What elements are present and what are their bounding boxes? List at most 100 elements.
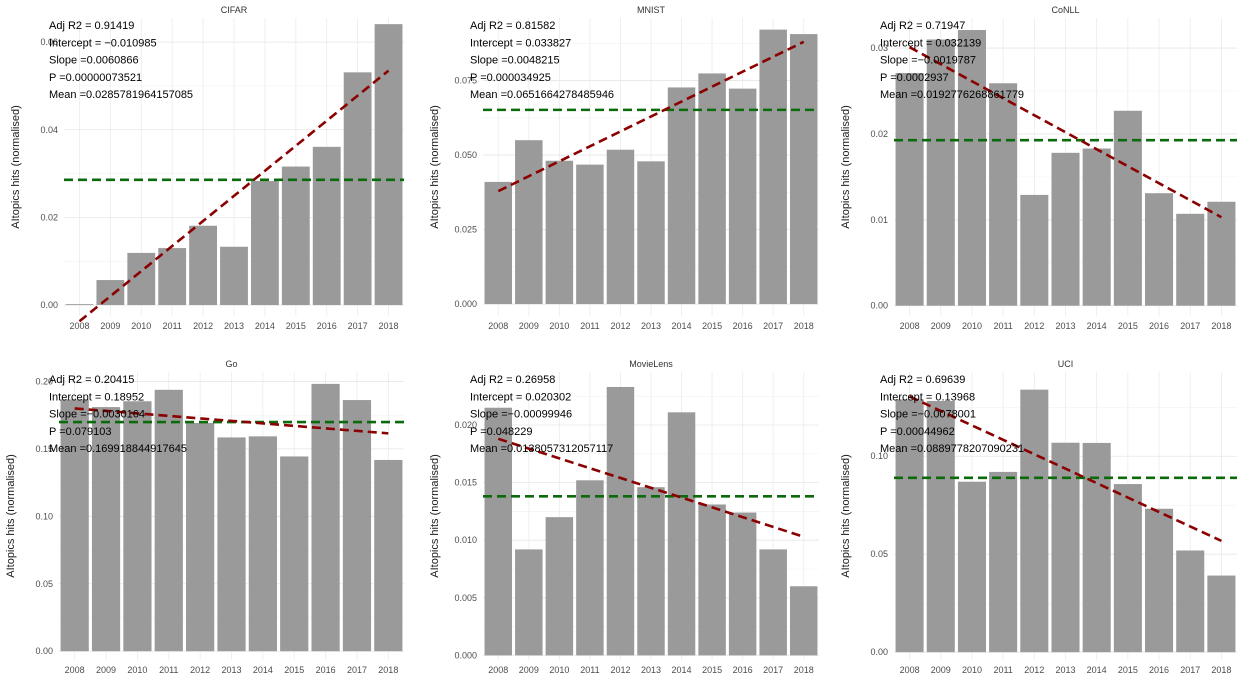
x-tick-label: 2011 [159, 665, 178, 675]
x-tick-label: 2014 [672, 665, 692, 675]
bar-2008 [895, 72, 924, 306]
stats-line: P =0.079103 [49, 426, 112, 438]
stats-line: Mean =0.169918844917645 [49, 443, 187, 455]
x-tick-label: 2008 [900, 665, 920, 675]
x-tick-label: 2018 [794, 665, 814, 675]
x-tick-label: 2012 [1024, 321, 1044, 331]
x-tick-label: 2008 [488, 321, 508, 331]
x-tick-label: 2010 [962, 665, 982, 675]
x-tick-label: 2011 [580, 665, 599, 675]
stats-line: P =0.00044962 [880, 426, 955, 438]
x-tick-label: 2014 [1087, 665, 1107, 675]
y-axis-label: AItopics hits (normalised) [429, 454, 441, 578]
x-tick-label: 2010 [131, 321, 151, 331]
x-tick-label: 2013 [641, 321, 661, 331]
bar-2012 [606, 149, 635, 305]
x-tick-label: 2010 [549, 321, 569, 331]
panel-title: CoNLL [1051, 5, 1079, 15]
bar-2011 [989, 471, 1018, 653]
bar-2015 [698, 504, 726, 656]
y-tick-label: 0.04 [40, 125, 58, 135]
stats-line: Intercept = 0.033827 [470, 37, 571, 49]
y-tick-label: 0.000 [454, 650, 477, 660]
bar-2017 [343, 72, 372, 306]
stats-line: Adj R2 = 0.69639 [880, 374, 965, 386]
bar-2018 [789, 34, 818, 305]
bar-2014 [1082, 148, 1111, 306]
bar-2016 [728, 88, 757, 305]
bar-2012 [189, 225, 217, 306]
y-tick-label: 0.015 [454, 478, 477, 488]
bar-2017 [1176, 550, 1205, 653]
bar-2013 [220, 246, 248, 306]
stats-line: Slope =0.0060866 [49, 55, 139, 67]
y-tick-label: 0.02 [870, 129, 888, 139]
x-tick-label: 2014 [672, 321, 692, 331]
trend-line [908, 46, 1223, 219]
y-tick-label: 0.00 [40, 300, 58, 310]
x-tick-label: 2018 [379, 321, 399, 331]
bar-2015 [698, 73, 726, 305]
x-tick-label: 2009 [100, 321, 120, 331]
x-tick-label: 2013 [1055, 665, 1075, 675]
y-tick-label: 0.005 [454, 593, 477, 603]
bar-2016 [728, 512, 757, 656]
x-tick-label: 2008 [65, 665, 85, 675]
x-tick-label: 2012 [190, 665, 210, 675]
x-tick-label: 2014 [1087, 321, 1107, 331]
x-tick-label: 2009 [519, 665, 539, 675]
x-tick-label: 2015 [286, 321, 306, 331]
bar-2018 [1207, 201, 1236, 306]
bar-2009 [91, 407, 121, 652]
panel-conll: CoNLL 0.00 0.01 0.02 0.03 2008 2009 2010 2011 201… [840, 5, 1237, 331]
bar-2016 [1145, 508, 1174, 653]
panel-mnist: MNIST 0.000 0.025 0.050 0.075 2008 2009 2010 201… [429, 5, 819, 331]
panel-movielens: MovieLens 0.000 0.005 0.010 0.015 0.020 2008 20… [429, 359, 819, 675]
x-tick-label: 2015 [1118, 321, 1138, 331]
bar-2010 [545, 160, 574, 305]
y-tick-label: 0.01 [870, 215, 888, 225]
bar-2018 [1207, 575, 1236, 653]
panel-uci: UCI 0.00 0.05 0.10 2008 2009 2010 2011 2012 2013 2… [840, 359, 1237, 675]
bar-2017 [759, 29, 787, 305]
stats-line: Mean =0.0285781964157085 [49, 89, 193, 101]
x-tick-label: 2016 [733, 321, 753, 331]
x-tick-label: 2009 [96, 665, 116, 675]
stats-line: Adj R2 = 0.81582 [470, 20, 555, 32]
bar-2014 [667, 412, 696, 656]
x-tick-label: 2017 [1180, 321, 1200, 331]
stats-line: P =0.00000073521 [49, 72, 142, 84]
y-tick-label: 0.00 [870, 301, 888, 311]
x-tick-label: 2015 [284, 665, 304, 675]
y-tick-label: 0.075 [454, 76, 477, 86]
bar-2018 [789, 586, 818, 656]
stats-line: P =0.0002937 [880, 72, 949, 84]
stats-line: Intercept = −0.010985 [49, 37, 157, 49]
stats-line: Mean =0.0192776268861779 [880, 89, 1024, 101]
bar-2011 [154, 389, 183, 652]
panel-cifar: CIFAR 0.00 0.02 0.04 0.06 2008 2009 2010 2011 201… [10, 5, 404, 331]
stats-line: Adj R2 = 0.71947 [880, 20, 965, 32]
bar-2012 [1020, 389, 1049, 653]
x-tick-label: 2013 [224, 321, 244, 331]
stats-line: Intercept = 0.13968 [880, 391, 975, 403]
x-tick-label: 2009 [931, 665, 951, 675]
bar-2015 [281, 166, 310, 306]
bar-2016 [312, 146, 341, 306]
stats-line: Slope =−0.00099946 [470, 409, 572, 421]
x-tick-label: 2016 [1149, 321, 1169, 331]
bar-2010 [545, 517, 574, 656]
x-tick-label: 2018 [378, 665, 398, 675]
stats-line: Adj R2 = 0.20415 [49, 374, 134, 386]
panel-title: MovieLens [629, 359, 673, 369]
bar-2017 [1176, 213, 1205, 306]
bar-2012 [606, 386, 635, 656]
stats-line: P =0.000034925 [470, 72, 551, 84]
x-tick-label: 2017 [1180, 665, 1200, 675]
bar-2014 [667, 87, 696, 305]
panel-title: Go [225, 359, 237, 369]
y-tick-label: 0.03 [870, 43, 888, 53]
x-tick-label: 2017 [347, 665, 367, 675]
y-tick-label: 0.05 [870, 549, 888, 559]
x-tick-label: 2011 [163, 321, 182, 331]
